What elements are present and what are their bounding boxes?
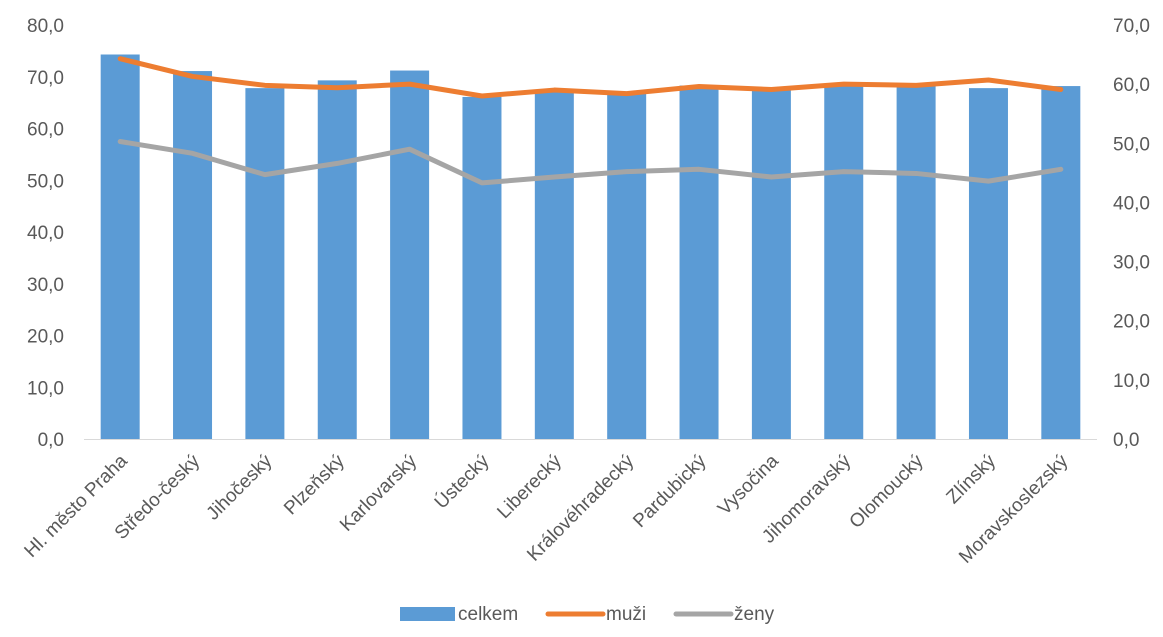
right-y-tick-label: 20,0 [1113,312,1150,333]
bar-14 [1041,86,1080,439]
category-label: Ústecký [430,450,494,514]
category-label: Zlínský [943,450,1001,508]
bar-11 [824,85,863,439]
right-y-tick-label: 50,0 [1113,134,1150,155]
right-y-tick-label: 30,0 [1113,253,1150,274]
bar-1 [101,54,140,439]
right-y-tick-label: 60,0 [1113,75,1150,96]
bar-3 [245,88,284,439]
legend: celkem muži ženy [400,604,775,625]
bar-8 [607,92,646,439]
left-y-tick-label: 20,0 [27,327,64,348]
right-y-tick-label: 10,0 [1113,371,1150,392]
left-y-tick-label: 0,0 [38,430,64,451]
category-label: Vysočina [714,450,783,519]
right-y-tick-label: 70,0 [1113,16,1150,37]
bar-9 [680,86,719,439]
legend-swatch [400,607,455,621]
legend-label: ženy [734,604,775,625]
left-y-axis: 0,0 10,0 20,0 30,0 40,0 50,0 60,0 70,0 80,0 [27,16,64,451]
left-y-tick-label: 80,0 [27,16,64,37]
left-y-tick-label: 50,0 [27,171,64,192]
right-y-tick-label: 40,0 [1113,193,1150,214]
bar-2 [173,71,212,439]
category-label: Hl. město Praha [21,450,132,561]
right-y-tick-label: 0,0 [1113,430,1139,451]
bar-series-celkem [101,54,1081,439]
bar-6 [462,97,501,439]
bar-12 [897,86,936,439]
legend-label: celkem [458,604,518,625]
legend-label: muži [606,604,646,625]
category-label: Liberecký [494,450,567,523]
category-label: Olomoucký [846,450,928,532]
left-y-tick-label: 60,0 [27,120,64,141]
bar-10 [752,88,791,439]
category-label: Plzeňský [280,450,349,519]
category-label: Pardubický [629,450,711,532]
category-label: Jihočeský [203,450,277,524]
bar-7 [535,92,574,439]
left-y-tick-label: 10,0 [27,378,64,399]
right-y-axis: 0,0 10,0 20,0 30,0 40,0 50,0 60,0 70,0 [1113,16,1150,451]
left-y-tick-label: 30,0 [27,275,64,296]
left-y-tick-label: 70,0 [27,68,64,89]
left-y-tick-label: 40,0 [27,223,64,244]
category-label: Karlovarský [336,450,421,535]
bar-5 [390,71,429,439]
bar-4 [318,80,357,439]
bar-13 [969,88,1008,439]
